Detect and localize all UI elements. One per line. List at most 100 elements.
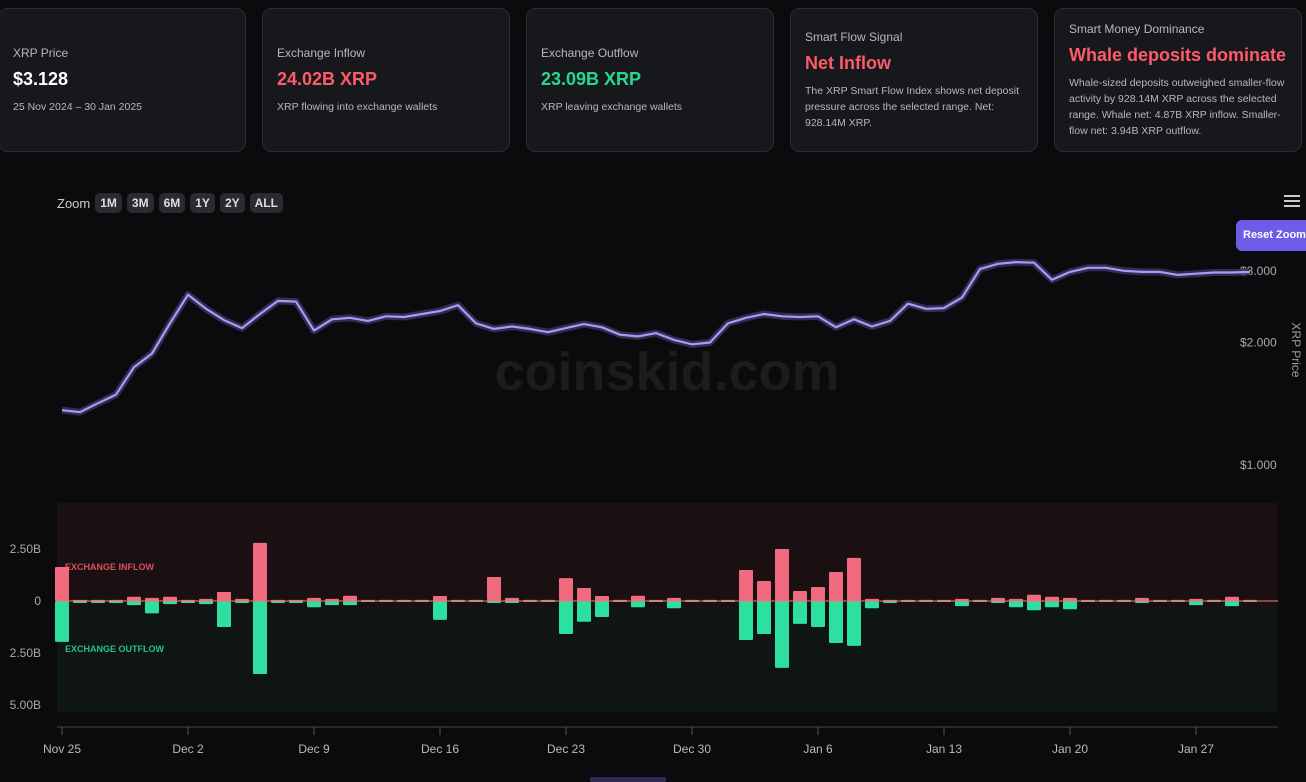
y-tick-label: 5.00B bbox=[10, 698, 41, 712]
card-label: Smart Money Dominance bbox=[1069, 21, 1205, 36]
stat-card: XRP Price $3.128 25 Nov 2024 – 30 Jan 2025 bbox=[0, 8, 246, 152]
flow-bar bbox=[343, 600, 357, 606]
flow-bar bbox=[955, 600, 969, 607]
flow-bar bbox=[811, 600, 825, 627]
flow-bar bbox=[739, 600, 753, 641]
y-tick-label: 2.50B bbox=[10, 646, 41, 660]
flow-bar bbox=[739, 569, 753, 601]
card-subtitle: The XRP Smart Flow Index shows net depos… bbox=[805, 84, 1019, 129]
card-subtitle: Whale-sized deposits outweighed smaller-… bbox=[1069, 76, 1285, 137]
card-label: Smart Flow Signal bbox=[805, 29, 903, 44]
flow-bar bbox=[595, 595, 609, 601]
flow-bar bbox=[1135, 597, 1149, 601]
flow-bar bbox=[127, 596, 141, 601]
stat-card: Exchange Outflow 23.09B XRP XRP leaving ex… bbox=[526, 8, 774, 152]
y-axis-title: XRP Price bbox=[1289, 322, 1303, 377]
zoom-button[interactable]: 3M bbox=[126, 193, 154, 213]
y-tick-label: 0 bbox=[34, 594, 41, 608]
flow-bar bbox=[1027, 600, 1041, 611]
flow-bar bbox=[1225, 596, 1239, 601]
stat-card: Smart Flow Signal Net Inflow The XRP Smart… bbox=[790, 8, 1038, 152]
zoom-label: Zoom bbox=[57, 195, 91, 211]
flow-bar bbox=[829, 600, 843, 643]
card-value: Net Inflow bbox=[805, 52, 891, 73]
reset-zoom[interactable]: Reset Zoom bbox=[1236, 220, 1306, 251]
flow-bar bbox=[775, 548, 789, 601]
card-subtitle: 25 Nov 2024 – 30 Jan 2025 bbox=[13, 100, 143, 113]
flow-bar bbox=[217, 592, 231, 601]
zoom-button[interactable]: 2Y bbox=[219, 193, 245, 213]
flow-bar bbox=[145, 597, 159, 601]
x-tick-label: Jan 6 bbox=[803, 742, 833, 756]
y-tick-label: 2.50B bbox=[10, 542, 41, 556]
zoom-button[interactable]: 6M bbox=[158, 193, 186, 213]
inflow-zone bbox=[57, 503, 1278, 607]
card-value: $3.128 bbox=[13, 68, 69, 89]
y-tick-label: $2.000 bbox=[1240, 336, 1277, 350]
flow-bar bbox=[667, 597, 681, 601]
flow-bar bbox=[307, 597, 321, 601]
card-value: Whale deposits dominate bbox=[1069, 44, 1287, 65]
flow-bar bbox=[631, 595, 645, 601]
flow-bar bbox=[829, 572, 843, 601]
flow-bar bbox=[865, 600, 879, 609]
zoom-button[interactable]: 1M bbox=[95, 193, 122, 213]
flow-bar bbox=[307, 600, 321, 608]
menu-icon[interactable] bbox=[1284, 195, 1300, 207]
card-value: 23.09B XRP bbox=[541, 68, 642, 89]
flow-bar bbox=[577, 600, 591, 622]
zoom-button[interactable]: 1Y bbox=[190, 193, 215, 213]
flow-bar bbox=[757, 580, 771, 601]
card-label: XRP Price bbox=[13, 45, 69, 60]
zoom-button[interactable]: ALL bbox=[249, 193, 283, 213]
flow-bar bbox=[559, 578, 573, 601]
flow-bar bbox=[811, 587, 825, 601]
flow-bar bbox=[1045, 596, 1059, 601]
flow-bar bbox=[199, 600, 213, 605]
flow-bar bbox=[1063, 597, 1077, 601]
flow-bar bbox=[793, 590, 807, 601]
card-subtitle: XRP leaving exchange wallets bbox=[541, 100, 683, 113]
flow-bar bbox=[1045, 600, 1059, 608]
flow-bar bbox=[505, 597, 519, 601]
flow-bar bbox=[433, 595, 447, 601]
zoom-bar: Zoom 1M 3M 6M 1Y 2Y ALL bbox=[57, 193, 283, 213]
flow-bar bbox=[775, 600, 789, 668]
x-tick-label: Nov 25 bbox=[43, 742, 81, 756]
flow-bar bbox=[793, 600, 807, 624]
flow-bar bbox=[253, 600, 267, 674]
x-tick-label: Jan 20 bbox=[1052, 742, 1088, 756]
flow-bar bbox=[631, 600, 645, 608]
flow-bar bbox=[1027, 594, 1041, 601]
card-value: 24.02B XRP bbox=[277, 68, 378, 89]
flow-bar bbox=[163, 596, 177, 601]
flow-bar bbox=[1009, 600, 1023, 608]
flow-bar bbox=[847, 600, 861, 646]
flow-bar bbox=[55, 600, 69, 642]
y-tick-label: $1.000 bbox=[1240, 458, 1277, 472]
flow-bar bbox=[487, 577, 501, 601]
flow-bar bbox=[163, 600, 177, 605]
outflow-zone bbox=[57, 607, 1278, 712]
x-tick-label: Dec 30 bbox=[673, 742, 711, 756]
flow-bar bbox=[325, 600, 339, 606]
flow-bar bbox=[847, 557, 861, 601]
card-label: Exchange Outflow bbox=[541, 45, 639, 60]
flow-bar bbox=[127, 600, 141, 606]
flow-bar bbox=[253, 542, 267, 601]
flow-bar bbox=[433, 600, 447, 620]
flow-bar bbox=[55, 567, 69, 601]
flow-bar bbox=[1189, 600, 1203, 606]
flow-bar bbox=[577, 588, 591, 601]
flow-bar bbox=[991, 597, 1005, 601]
price-line bbox=[61, 261, 1251, 414]
stat-card: Smart Money Dominance Whale deposits domi… bbox=[1054, 8, 1302, 152]
stat-card: Exchange Inflow 24.02B XRP XRP flowing int… bbox=[262, 8, 510, 152]
flow-bar bbox=[757, 600, 771, 635]
flow-bar bbox=[1063, 600, 1077, 610]
flow-bar bbox=[217, 600, 231, 627]
x-tick-label: Dec 9 bbox=[298, 742, 330, 756]
x-tick-label: Dec 2 bbox=[172, 742, 204, 756]
flow-bar bbox=[595, 600, 609, 617]
navigator bbox=[590, 777, 666, 782]
